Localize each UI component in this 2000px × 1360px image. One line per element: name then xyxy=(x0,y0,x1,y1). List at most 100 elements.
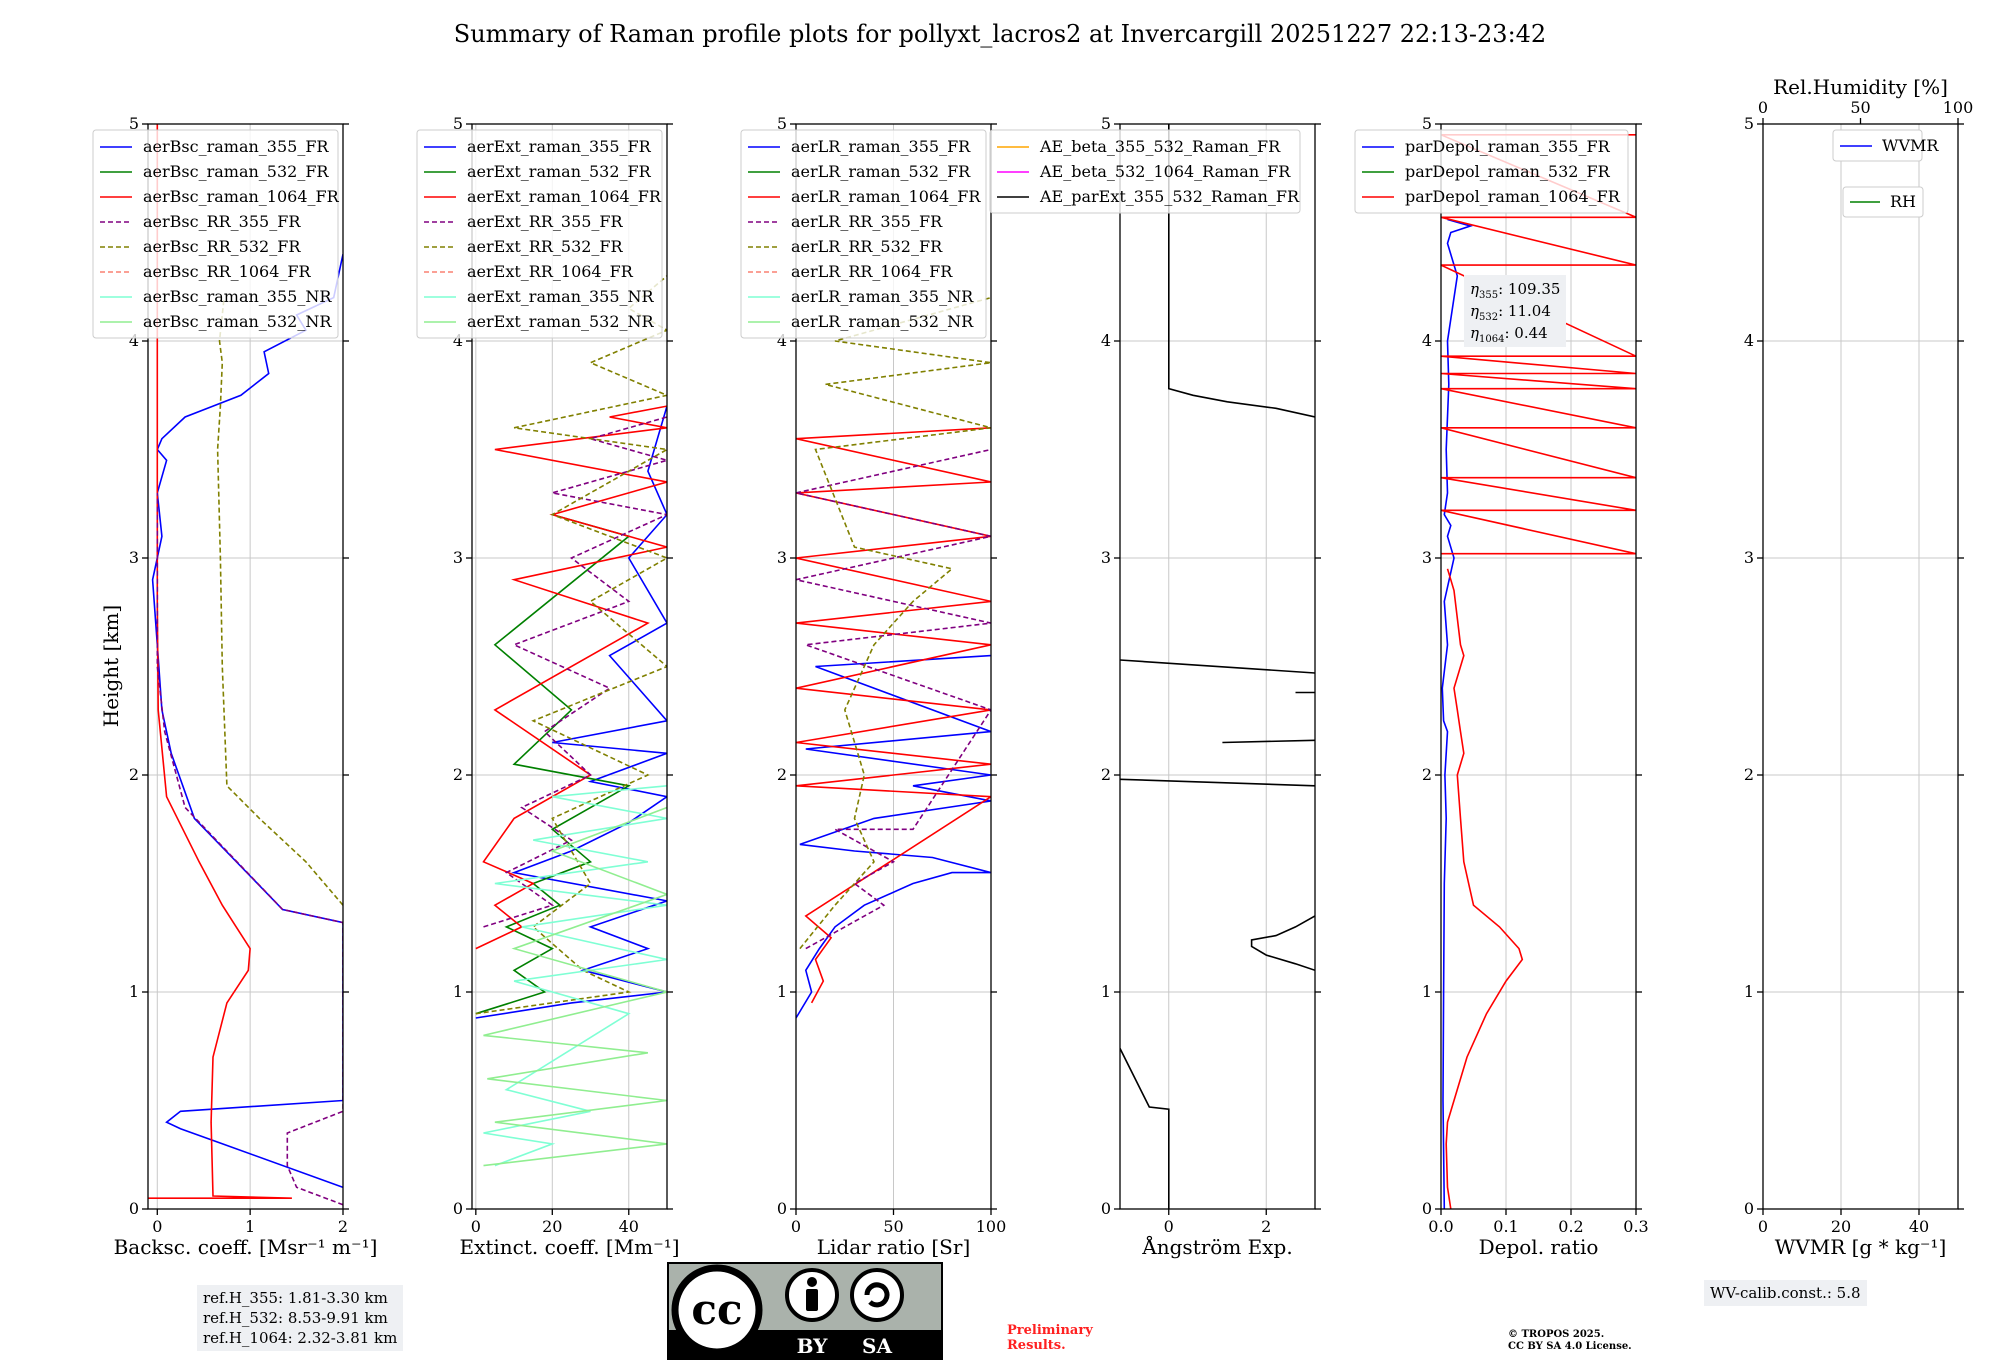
y-axis-label: Height [km] xyxy=(99,605,123,727)
y-tick-label: 2 xyxy=(129,765,139,784)
panel-1: 0 1 2 0 1 2 3 4 5 Backsc. coeff. [Msr⁻¹ m⁻¹] aerBs… xyxy=(92,114,378,1259)
y-tick-label: 3 xyxy=(1101,548,1111,567)
y-tick-label: 1 xyxy=(1101,982,1111,1001)
x-tick-label: 100 xyxy=(976,1217,1007,1236)
preliminary-notice: Preliminary Results. xyxy=(1007,1323,1093,1353)
panel-5: 0.0 0.1 0.2 0.3 0 1 2 3 4 5 Depol. ratio parDepol_r… xyxy=(1354,114,1649,1259)
legend-label: aerExt_RR_532_FR xyxy=(467,237,624,256)
legend-box xyxy=(1354,129,1629,214)
y-tick-label: 5 xyxy=(1101,114,1111,133)
y-tick-label: 0 xyxy=(453,1199,463,1218)
series-line-aerBsc_RR_532_FR xyxy=(216,297,343,906)
series-line-aerExt_RR_355_FR xyxy=(483,416,667,928)
series-group xyxy=(148,124,343,1206)
series-line-AE_parExt_355_532_Raman_FR xyxy=(1120,659,1315,674)
series-line-parDepol_raman_1064_FR xyxy=(1441,134,1636,555)
x-axis-label: Backsc. coeff. [Msr⁻¹ m⁻¹] xyxy=(114,1235,378,1259)
series-line-aerLR_RR_355_FR xyxy=(796,448,991,950)
y-tick-label: 4 xyxy=(1744,331,1754,350)
x-tick-label: 0 xyxy=(152,1217,162,1236)
y-tick-label: 5 xyxy=(129,114,139,133)
legend-box-wvmr xyxy=(1832,129,1923,162)
legend-box xyxy=(92,129,339,339)
legend-label: aerBsc_raman_355_NR xyxy=(143,287,332,306)
eta-value-532: η532: 11.04 xyxy=(1470,302,1551,323)
y-tick-label: 1 xyxy=(453,982,463,1001)
series-line-aerExt_raman_355_NR xyxy=(483,785,667,1167)
series-line-parDepol_raman_1064_FR xyxy=(1445,568,1524,1209)
cc-by-label: BY xyxy=(797,1334,829,1358)
legend-label: aerBsc_RR_532_FR xyxy=(143,237,301,256)
y-tick-label: 2 xyxy=(453,765,463,784)
series-line-aerLR_raman_1064_FR xyxy=(796,427,991,1004)
legend-label: aerExt_raman_532_NR xyxy=(467,312,655,331)
x-axis-label: Ångström Exp. xyxy=(1141,1234,1292,1259)
y-tick-label: 4 xyxy=(129,331,139,350)
legend-label: aerLR_raman_1064_FR xyxy=(791,187,981,206)
copyright-line-1: © TROPOS 2025. xyxy=(1508,1329,1605,1340)
x-axis-label: Lidar ratio [Sr] xyxy=(817,1235,971,1259)
top-axis-label: Rel.Humidity [%] xyxy=(1773,75,1948,99)
legend-label: aerExt_raman_355_NR xyxy=(467,287,655,306)
y-tick-label: 3 xyxy=(1744,548,1754,567)
eta-value-1064: η1064: 0.44 xyxy=(1470,324,1548,345)
series-group xyxy=(475,275,667,1167)
legend-label: aerLR_raman_355_FR xyxy=(791,137,971,156)
y-tick-label: 1 xyxy=(129,982,139,1001)
plot-frame xyxy=(1119,123,1316,1210)
x-tick-label: 0 xyxy=(791,1217,801,1236)
legend-box xyxy=(740,129,987,339)
legend-box xyxy=(416,129,663,339)
x-tick-label: 2 xyxy=(338,1217,348,1236)
x-axis-label: Depol. ratio xyxy=(1479,1235,1599,1259)
x-tick-label: 0.0 xyxy=(1428,1217,1453,1236)
series-line-aerLR_raman_355_FR xyxy=(796,654,991,1019)
x-tick-label: 40 xyxy=(1909,1217,1929,1236)
legend-label: aerExt_RR_355_FR xyxy=(467,212,624,231)
x-tick-label: 1 xyxy=(245,1217,255,1236)
y-tick-label: 1 xyxy=(1422,982,1432,1001)
series-line-aerLR_RR_532_FR xyxy=(799,296,991,950)
reference-height-box: ref.H_355: 1.81-3.30 km ref.H_532: 8.53-… xyxy=(197,1285,404,1351)
legend-box xyxy=(989,129,1301,214)
panel-4: 0 2 0 1 2 3 4 5 Ångström Exp. AE_beta_355_532_Ram… xyxy=(989,114,1321,1259)
figure-title: Summary of Raman profile plots for polly… xyxy=(453,20,1547,48)
y-tick-label: 4 xyxy=(777,331,787,350)
legend-label: aerBsc_RR_1064_FR xyxy=(143,262,312,281)
y-tick-label: 0 xyxy=(129,1199,139,1218)
series-line-aerExt_raman_532_NR xyxy=(483,806,667,1167)
x-tick-label: 50 xyxy=(883,1217,903,1236)
preliminary-line-1: Preliminary xyxy=(1007,1323,1093,1338)
y-tick-label: 0 xyxy=(777,1199,787,1218)
series-line-AE_parExt_355_532_Raman_FR xyxy=(1120,1048,1170,1209)
legend-label: AE_beta_355_532_Raman_FR xyxy=(1039,137,1281,156)
y-tick-label: 0 xyxy=(1422,1199,1432,1218)
y-tick-label: 3 xyxy=(129,548,139,567)
y-tick-label: 4 xyxy=(1101,331,1111,350)
eta-value-355: η355: 109.35 xyxy=(1470,280,1560,301)
series-line-aerExt_raman_1064_FR xyxy=(475,405,667,950)
series-group xyxy=(1120,124,1315,1209)
y-tick-label: 5 xyxy=(453,114,463,133)
panel-2: 0 20 40 0 1 2 3 4 5 Extinct. coeff. [Mm⁻¹] aerExt_… xyxy=(416,114,680,1259)
x-tick-label: 0 xyxy=(1758,1217,1768,1236)
y-tick-label: 2 xyxy=(1744,765,1754,784)
series-line-AE_parExt_355_532_Raman_FR xyxy=(1250,915,1315,972)
eta-box xyxy=(1464,275,1566,347)
legend-label: aerLR_raman_355_NR xyxy=(791,287,974,306)
y-tick-label: 4 xyxy=(453,331,463,350)
series-group xyxy=(796,296,991,1019)
y-tick-label: 0 xyxy=(1744,1199,1754,1218)
legend-label: aerExt_raman_355_FR xyxy=(467,137,652,156)
x-tick-label: 0 xyxy=(471,1217,481,1236)
y-tick-label: 5 xyxy=(777,114,787,133)
x-axis-label: WVMR [g * kg⁻¹] xyxy=(1775,1235,1947,1259)
series-group xyxy=(1441,134,1636,1209)
legend-label: aerBsc_raman_532_NR xyxy=(143,312,332,331)
x-tick-label: 0.1 xyxy=(1493,1217,1518,1236)
y-tick-label: 3 xyxy=(777,548,787,567)
y-tick-label: 3 xyxy=(453,548,463,567)
y-tick-label: 1 xyxy=(777,982,787,1001)
legend-box-rh xyxy=(1842,186,1924,218)
y-tick-label: 4 xyxy=(1422,331,1432,350)
